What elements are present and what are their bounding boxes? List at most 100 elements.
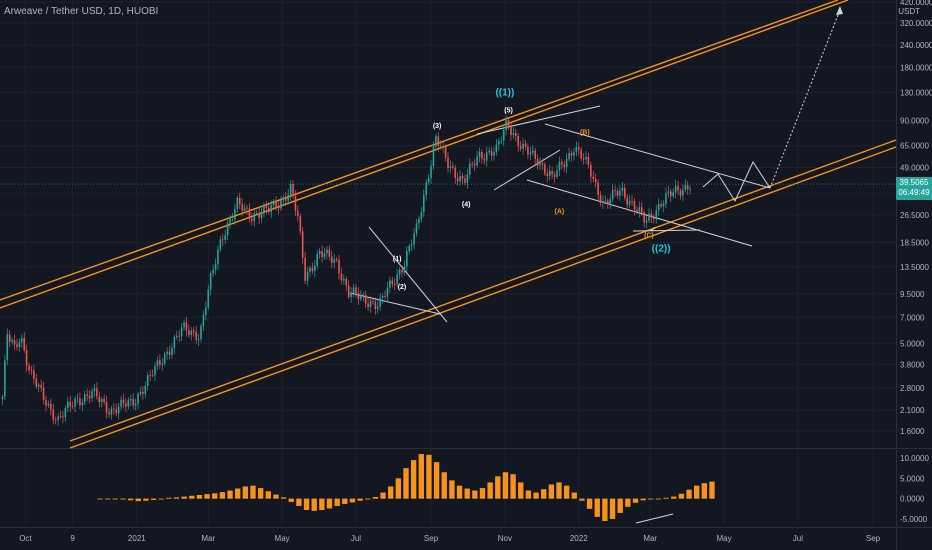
oscillator-bar bbox=[613, 498, 615, 519]
candle-body bbox=[609, 199, 612, 204]
wave-label: ((1)) bbox=[495, 87, 514, 98]
oscillator-bar bbox=[697, 485, 699, 499]
candle-body bbox=[393, 284, 396, 285]
candle-body bbox=[195, 331, 197, 341]
candle-body bbox=[311, 267, 314, 272]
candle-body bbox=[592, 176, 595, 180]
time-axis[interactable]: Oct 9 2021 Mar May Jul Sep Nov 2022 Mar May Jul Sep bbox=[19, 534, 880, 543]
trend-line bbox=[493, 149, 561, 191]
oscillator-bar bbox=[399, 478, 401, 499]
oscillator-bar bbox=[243, 486, 245, 499]
candle-body bbox=[674, 185, 677, 193]
candle-body bbox=[217, 249, 219, 265]
candle-body bbox=[410, 244, 413, 247]
price-tick-label: 2.8000 bbox=[900, 384, 925, 393]
candle-body bbox=[682, 189, 684, 196]
time-tick-label: Mar bbox=[643, 534, 657, 543]
oscillator-bar bbox=[663, 497, 669, 499]
oscillator-bar bbox=[151, 498, 153, 500]
oscillator-bar bbox=[220, 492, 222, 499]
oscillator-bar bbox=[276, 494, 278, 499]
oscillator-bar bbox=[228, 490, 230, 499]
oscillator-bar bbox=[541, 489, 544, 499]
candle-body bbox=[631, 200, 633, 202]
price-tick-label: 90.0000 bbox=[900, 117, 929, 126]
oscillator-bar bbox=[625, 498, 631, 507]
candle-body bbox=[120, 399, 122, 407]
oscillator-bar bbox=[406, 468, 408, 499]
candle-body bbox=[427, 178, 430, 183]
channel-line bbox=[0, 0, 849, 309]
oscillator-bar bbox=[618, 498, 620, 513]
wave-label: (1) bbox=[393, 256, 402, 263]
oscillator-bar bbox=[457, 485, 459, 499]
oscillator-bar bbox=[464, 488, 470, 499]
wave-label: (A) bbox=[555, 208, 565, 215]
oscillator-bar bbox=[360, 498, 362, 501]
oscillator-bar bbox=[335, 498, 337, 506]
candle-body bbox=[437, 136, 440, 147]
oscillator-bar bbox=[418, 454, 424, 499]
oscillator-bar bbox=[479, 488, 486, 499]
oscillator-bar bbox=[131, 498, 133, 501]
candle-body bbox=[551, 170, 553, 175]
candle-body bbox=[47, 403, 50, 406]
candle-body bbox=[413, 233, 415, 245]
oscillator-bar bbox=[495, 476, 501, 499]
candle-body bbox=[229, 219, 231, 224]
candle-body bbox=[352, 287, 355, 294]
oscillator-bar bbox=[299, 498, 301, 506]
candle-body bbox=[590, 165, 592, 177]
price-tick-label: 240.0000 bbox=[900, 41, 932, 50]
candle-body bbox=[527, 146, 529, 155]
trend-line bbox=[544, 123, 771, 189]
time-tick-label: May bbox=[275, 534, 290, 543]
candle-body bbox=[374, 302, 377, 309]
candle-body bbox=[662, 203, 665, 207]
candle-body bbox=[345, 278, 348, 286]
candle-body bbox=[318, 251, 321, 254]
candle-body bbox=[299, 216, 302, 232]
candle-body bbox=[83, 394, 86, 403]
candle-body bbox=[616, 190, 619, 196]
candle-body bbox=[628, 200, 631, 205]
oscillator-bar bbox=[686, 489, 692, 499]
oscillator-bar bbox=[594, 498, 600, 517]
oscillator-bar bbox=[383, 492, 385, 499]
oscillator-bar bbox=[250, 485, 256, 499]
candle-body bbox=[379, 297, 381, 307]
candle-body bbox=[456, 177, 459, 182]
time-tick-label: Sep bbox=[866, 534, 881, 543]
wave-label: (B) bbox=[580, 130, 590, 137]
candle-body bbox=[37, 384, 40, 387]
oscillator-bar bbox=[257, 488, 264, 499]
candle-body bbox=[200, 325, 202, 340]
oscillator-bar bbox=[529, 490, 531, 499]
candle-body bbox=[519, 146, 522, 149]
candle-body bbox=[478, 151, 481, 157]
oscillator-bar bbox=[687, 489, 689, 499]
oscillator-bar bbox=[534, 492, 536, 499]
candle-body bbox=[338, 259, 340, 274]
oscillator-bar bbox=[342, 498, 345, 504]
oscillator-bar bbox=[574, 492, 577, 499]
oscillator-bar bbox=[365, 498, 371, 500]
price-axis[interactable]: 420.0000 320.0000 240.0000 180.0000 130.0000… bbox=[900, 0, 932, 524]
oscillator-bar bbox=[640, 498, 646, 501]
oscillator-bar bbox=[174, 497, 176, 499]
oscillator-bar bbox=[189, 495, 192, 499]
candle-body bbox=[360, 295, 362, 300]
oscillator-bar bbox=[204, 494, 210, 499]
last-price-value: 39.5065 bbox=[899, 178, 929, 187]
oscillator-bar bbox=[166, 497, 169, 499]
candle-body bbox=[638, 207, 641, 212]
candle-body bbox=[650, 213, 653, 218]
oscillator-bar bbox=[311, 498, 317, 511]
candle-body bbox=[546, 173, 549, 177]
oscillator-bar bbox=[230, 490, 232, 499]
candle-body bbox=[389, 280, 391, 288]
wave-label: ((2)) bbox=[652, 243, 671, 254]
oscillator-bar bbox=[108, 498, 110, 500]
oscillator-bar bbox=[559, 482, 561, 499]
oscillator-bar bbox=[127, 498, 134, 501]
